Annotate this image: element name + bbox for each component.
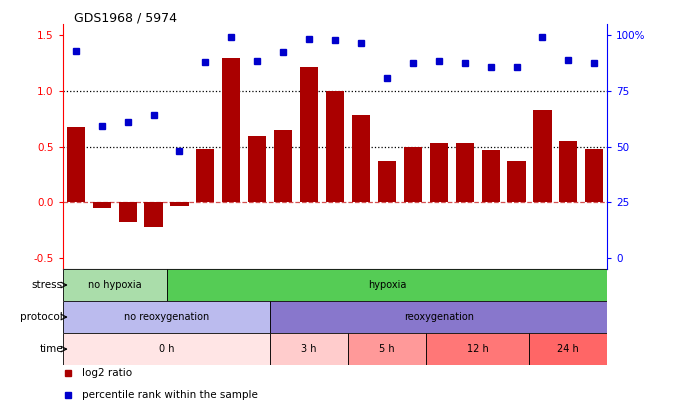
Bar	[482, 150, 500, 202]
Text: no reoxygenation: no reoxygenation	[124, 312, 209, 322]
Bar	[352, 115, 370, 202]
Text: protocol: protocol	[20, 312, 63, 322]
Bar	[585, 149, 603, 202]
Text: 0 h: 0 h	[158, 344, 174, 354]
Bar	[403, 147, 422, 202]
Bar	[63, 333, 270, 365]
Bar	[67, 127, 85, 202]
Bar	[326, 91, 344, 202]
Bar	[119, 202, 137, 222]
Text: GDS1968 / 5974: GDS1968 / 5974	[74, 11, 177, 24]
Text: percentile rank within the sample: percentile rank within the sample	[82, 390, 258, 401]
Text: 5 h: 5 h	[379, 344, 394, 354]
Bar	[274, 130, 292, 202]
Bar	[270, 333, 348, 365]
Bar	[63, 269, 167, 301]
Bar	[559, 141, 577, 202]
Bar	[300, 66, 318, 202]
Bar	[270, 301, 607, 333]
Bar	[196, 149, 214, 202]
Text: hypoxia: hypoxia	[368, 280, 406, 290]
Bar	[378, 161, 396, 202]
Bar	[348, 333, 426, 365]
Text: reoxygenation: reoxygenation	[403, 312, 474, 322]
Bar	[144, 202, 163, 227]
Bar	[248, 136, 267, 202]
Text: 12 h: 12 h	[467, 344, 489, 354]
Bar	[430, 143, 448, 202]
Text: log2 ratio: log2 ratio	[82, 369, 132, 378]
Text: stress: stress	[31, 280, 63, 290]
Text: no hypoxia: no hypoxia	[88, 280, 142, 290]
Bar	[63, 301, 270, 333]
Bar	[507, 161, 526, 202]
Bar	[426, 333, 530, 365]
Bar	[93, 202, 111, 208]
Bar	[222, 58, 240, 202]
Bar	[170, 202, 188, 206]
Text: 24 h: 24 h	[558, 344, 579, 354]
Bar	[530, 333, 607, 365]
Bar	[533, 110, 551, 202]
Bar	[456, 143, 474, 202]
Text: 3 h: 3 h	[302, 344, 317, 354]
Text: time: time	[39, 344, 63, 354]
Bar	[167, 269, 607, 301]
